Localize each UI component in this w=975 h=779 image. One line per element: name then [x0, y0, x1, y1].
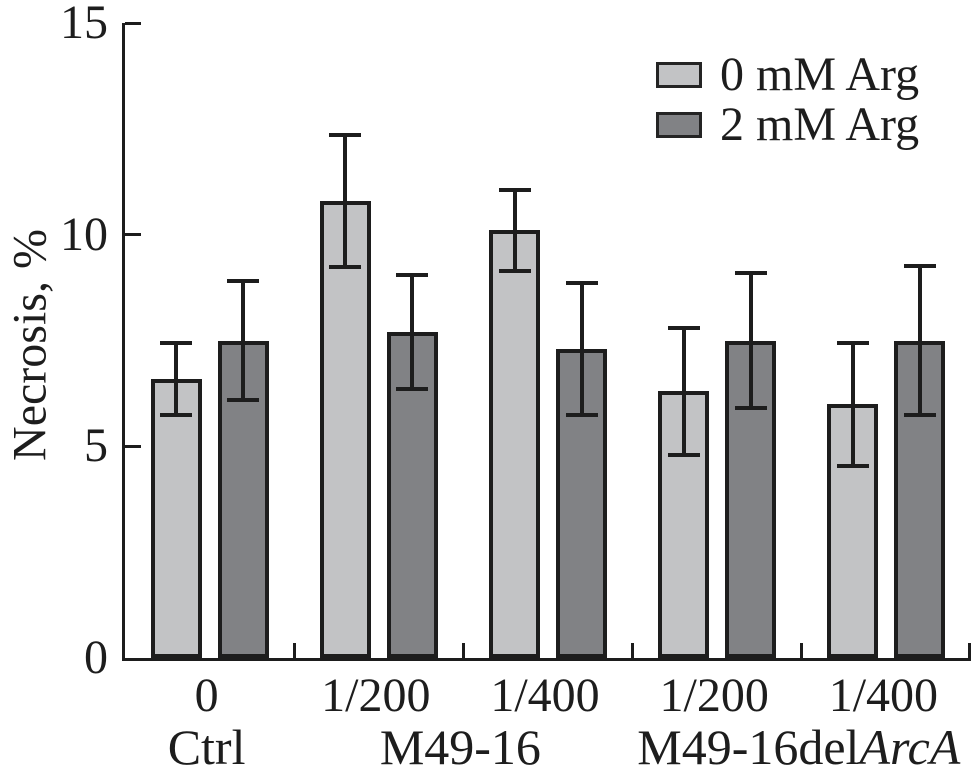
- y-axis-tick: [125, 444, 141, 448]
- y-axis-tick: [125, 233, 141, 237]
- error-bar-cap-top: [227, 279, 260, 284]
- error-bar-cap-bottom: [498, 268, 531, 273]
- error-bar-line: [579, 281, 584, 417]
- error-bar-cap-top: [734, 270, 767, 275]
- group-label-text: M49-16del: [637, 719, 860, 775]
- y-axis-tick: [125, 21, 141, 25]
- x-axis-tick: [800, 643, 804, 658]
- legend-swatch-series0: [656, 62, 702, 88]
- legend-swatch-series1: [656, 112, 702, 138]
- x-category-label: 1/400: [828, 669, 939, 722]
- error-bar-line: [748, 270, 753, 411]
- error-bar-series0-group1: [329, 133, 362, 269]
- error-bar-series1-group0: [227, 279, 260, 402]
- x-axis-tick: [461, 643, 465, 658]
- error-bar-series0-group4: [836, 340, 869, 468]
- legend-label-series0: 0 mM Arg: [720, 48, 920, 101]
- error-bar-cap-bottom: [836, 463, 869, 468]
- x-category-label: 0: [194, 669, 219, 722]
- group-label: Ctrl: [27, 720, 387, 774]
- x-axis-tick: [968, 643, 971, 658]
- legend: 0 mM Arg 2 mM Arg: [656, 50, 919, 150]
- legend-label-series1: 2 mM Arg: [720, 98, 920, 151]
- error-bar-line: [681, 325, 686, 457]
- bar-series0-group2: [489, 230, 540, 658]
- group-label-italic-text: ArcA: [859, 719, 961, 775]
- error-bar-series1-group1: [396, 272, 429, 392]
- error-bar-cap-top: [396, 272, 429, 277]
- bar-series0-group1: [319, 200, 371, 658]
- legend-row-series1: 2 mM Arg: [656, 100, 919, 150]
- error-bar-cap-bottom: [903, 412, 936, 417]
- error-bar-line: [410, 272, 415, 392]
- group-label-text: M49-16: [379, 719, 541, 775]
- error-bar-line: [850, 340, 855, 468]
- group-label-text: Ctrl: [167, 719, 246, 775]
- bar-series0-group4: [827, 404, 879, 658]
- error-bar-cap-top: [836, 340, 869, 345]
- error-bar-line: [241, 279, 246, 402]
- error-bar-cap-bottom: [734, 406, 767, 411]
- legend-row-series0: 0 mM Arg: [656, 50, 919, 100]
- error-bar-cap-top: [565, 281, 598, 286]
- y-tick-label: 5: [84, 419, 108, 473]
- error-bar-series0-group2: [498, 188, 531, 273]
- group-label: M49-16: [280, 720, 640, 774]
- y-tick-label: 10: [60, 207, 108, 261]
- error-bar-cap-bottom: [565, 412, 598, 417]
- error-bar-line: [343, 133, 348, 269]
- x-category-label: 1/200: [659, 669, 769, 722]
- error-bar-cap-top: [903, 264, 936, 269]
- error-bar-cap-top: [667, 325, 700, 330]
- error-bar-cap-bottom: [329, 264, 362, 269]
- x-axis-tick: [631, 643, 635, 658]
- x-category-label: 1/200: [321, 669, 431, 722]
- error-bar-series1-group2: [565, 281, 598, 417]
- error-bar-series0-group3: [667, 325, 700, 457]
- error-bar-cap-top: [160, 340, 193, 345]
- y-tick-label: 15: [60, 0, 108, 49]
- group-label: M49-16delArcA: [619, 720, 975, 774]
- error-bar-series1-group3: [734, 270, 767, 411]
- error-bar-cap-bottom: [667, 452, 700, 457]
- error-bar-cap-bottom: [160, 412, 193, 417]
- x-category-label: 1/400: [490, 669, 600, 722]
- error-bar-line: [917, 264, 922, 417]
- error-bar-cap-bottom: [227, 397, 260, 402]
- plot-area: [122, 21, 971, 661]
- bar-series0-group0: [150, 378, 202, 658]
- error-bar-cap-top: [498, 188, 531, 193]
- error-bar-line: [174, 340, 179, 417]
- error-bar-series1-group4: [903, 264, 936, 417]
- error-bar-line: [512, 188, 517, 273]
- error-bar-series0-group0: [160, 340, 193, 417]
- error-bar-cap-bottom: [396, 387, 429, 392]
- y-tick-label: 0: [84, 631, 108, 684]
- x-axis-tick: [292, 643, 296, 658]
- error-bar-cap-top: [329, 133, 362, 137]
